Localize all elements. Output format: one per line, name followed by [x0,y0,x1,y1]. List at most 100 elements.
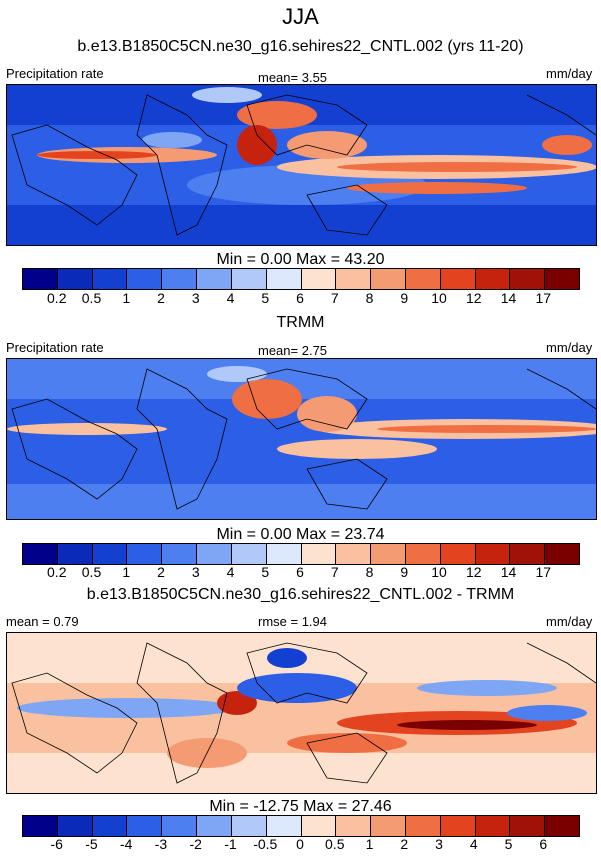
colorbar-box [371,816,406,836]
colorbar-box [475,544,511,564]
colorbar-tick-label: 1 [122,290,131,306]
colorbar-box [301,269,337,289]
colorbar-tick-label: 1 [122,564,131,580]
colorbar-tick-label: 3 [191,564,200,580]
panel2-minmax: Min = 0.00 Max = 23.74 [216,526,385,543]
colorbar-tick-label: 10 [431,564,447,580]
colorbar-box [197,544,232,564]
colorbar-tick-label: 1 [365,836,374,852]
colorbar-tick-label: 17 [535,290,552,306]
colorbar-box [162,816,198,836]
colorbar-tick-label: 6 [296,564,304,580]
colorbar-box [162,544,198,564]
panel3-colorbar [22,815,580,837]
panel1-minmax: Min = 0.00 Max = 43.20 [216,251,385,268]
colorbar-tick-label: 12 [465,564,482,580]
colorbar-box [266,816,302,836]
colorbar-tick-label: 6 [296,290,304,306]
colorbar-tick-label: 10 [431,290,447,306]
colorbar-box [336,816,372,836]
colorbar-tick-label: 2 [157,564,165,580]
colorbar-tick-label: 12 [465,290,482,306]
colorbar-tick-label: 0.5 [325,836,345,852]
colorbar-tick-label: 9 [400,564,409,580]
colorbar-box [510,269,546,289]
colorbar-tick-label: 6 [539,836,548,852]
panel1-mean-label: mean= 3.55 [258,70,328,85]
colorbar-tick-label: 4 [469,836,478,852]
colorbar-box [92,816,128,836]
colorbar-box [440,269,476,289]
panel2-colorbar-ticks: 0.2 0.5 1 2 3 4 5 6 7 8 9 10 12 14 17 [22,564,578,582]
colorbar-box [405,816,441,836]
panel3-minmax: Min = -12.75 Max = 27.46 [209,798,392,815]
colorbar-box [23,544,58,564]
colorbar-box [336,269,372,289]
colorbar-tick-label: 2 [400,836,409,852]
colorbar-tick-label: 14 [500,290,517,306]
colorbar-box [510,544,546,564]
colorbar-tick-label: 5 [261,290,270,306]
colorbar-box [440,544,476,564]
colorbar-tick-label: -6 [50,836,63,852]
colorbar-box [127,269,163,289]
colorbar-box [510,816,546,836]
colorbar-box [440,816,476,836]
panel3-rmse-label: rmse = 1.94 [258,614,328,629]
colorbar-tick-label: 8 [365,564,374,580]
colorbar-box [57,816,93,836]
colorbar-box [197,269,232,289]
colorbar-box [405,269,441,289]
colorbar-tick-label: -2 [189,836,202,852]
season-title: JJA [282,4,319,29]
panel1-left-label: Precipitation rate [6,66,104,81]
panel2-colorbar [22,543,580,565]
colorbar-tick-label: 7 [330,290,339,306]
colorbar-tick-label: 2 [157,290,165,306]
colorbar-box [371,544,406,564]
colorbar-box [475,269,511,289]
colorbar-box [301,816,337,836]
panel2-units: mm/day [546,340,593,355]
colorbar-tick-label: 5 [504,836,513,852]
colorbar-box [197,816,232,836]
colorbar-box [23,269,58,289]
colorbar-box [57,269,93,289]
panel1-title: b.e13.B1850C5CN.ne30_g16.sehires22_CNTL.… [77,38,524,55]
panel3-map [6,632,597,794]
colorbar-box [371,269,406,289]
colorbar-box [127,816,163,836]
panel3-mean-label: mean = 0.79 [6,614,79,629]
colorbar-box [162,269,198,289]
panel3-units: mm/day [546,614,593,629]
colorbar-tick-label: 7 [330,564,339,580]
colorbar-tick-label: 4 [226,290,235,306]
colorbar-tick-label: 0.2 [47,564,67,580]
colorbar-tick-label: -3 [154,836,168,852]
colorbar-box [231,269,267,289]
panel2-mean-label: mean= 2.75 [258,343,328,358]
panel3-title: b.e13.B1850C5CN.ne30_g16.sehires22_CNTL.… [86,586,515,603]
colorbar-box [57,544,93,564]
colorbar-box [545,816,579,836]
colorbar-tick-label: 0 [296,836,304,852]
colorbar-tick-label: 0.2 [47,290,67,306]
colorbar-box [231,816,267,836]
colorbar-tick-label: 3 [191,290,200,306]
colorbar-tick-label: 9 [400,290,409,306]
colorbar-tick-label: 0.5 [81,290,102,306]
colorbar-box [23,816,58,836]
colorbar-tick-label: -4 [120,836,133,852]
colorbar-tick-label: 3 [435,836,443,852]
panel1-map [6,84,597,246]
colorbar-box [475,816,511,836]
colorbar-tick-label: 4 [226,564,235,580]
panel2-title: TRMM [276,314,325,331]
colorbar-box [92,544,128,564]
colorbar-box [545,269,579,289]
colorbar-tick-label: -5 [85,836,98,852]
panel2-left-label: Precipitation rate [6,340,104,355]
panel1-colorbar-ticks: 0.2 0.5 1 2 3 4 5 6 7 8 9 10 12 14 17 [22,290,578,308]
colorbar-box [405,544,441,564]
colorbar-box [336,544,372,564]
